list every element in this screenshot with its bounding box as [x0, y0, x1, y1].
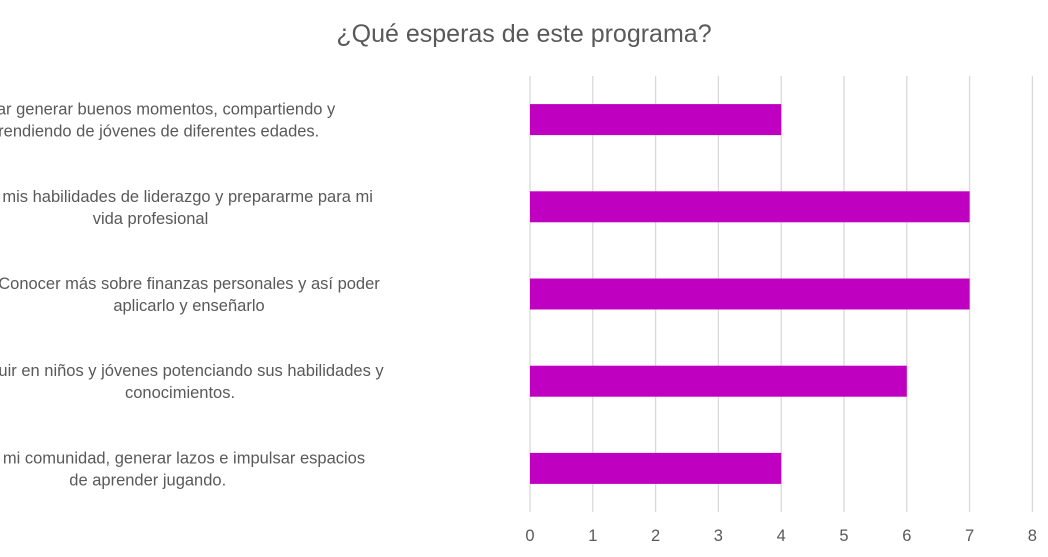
category-label-1: Lograr generar buenos momentos, comparti… — [0, 101, 336, 141]
x-tick-label-8: 8 — [1028, 527, 1037, 545]
bars — [530, 104, 970, 484]
category-label-line: Conocer más sobre finanzas personales y … — [0, 275, 380, 293]
x-tick-label-6: 6 — [902, 527, 911, 545]
category-label-line: Lograr generar buenos momentos, comparti… — [0, 101, 336, 119]
bar-5 — [530, 452, 782, 484]
category-labels: Lograr generar buenos momentos, comparti… — [0, 101, 384, 490]
category-label-line: Influir en niños y jóvenes potenciando s… — [0, 362, 384, 380]
x-axis-ticks: 0 1 2 3 4 5 6 7 8 — [525, 527, 1037, 545]
bar-3 — [530, 278, 970, 310]
category-label-line: Aportar a mi comunidad, generar lazos e … — [0, 449, 365, 467]
x-tick-label-5: 5 — [839, 527, 848, 545]
category-label-line: conocimientos. — [125, 384, 235, 402]
category-label-5: Aportar a mi comunidad, generar lazos e … — [0, 449, 365, 489]
category-label-line: vida profesional — [93, 210, 209, 228]
category-label-line: aprendiendo de jóvenes de diferentes eda… — [0, 123, 319, 141]
category-label-4: Influir en niños y jóvenes potenciando s… — [0, 362, 384, 402]
x-tick-label-3: 3 — [714, 527, 723, 545]
x-tick-label-4: 4 — [777, 527, 786, 545]
category-label-line: Potenciar mis habilidades de liderazgo y… — [0, 188, 373, 206]
category-label-line: aplicarlo y enseñarlo — [113, 297, 264, 315]
category-label-2: Potenciar mis habilidades de liderazgo y… — [0, 188, 373, 228]
x-tick-label-7: 7 — [965, 527, 974, 545]
x-tick-label-1: 1 — [588, 527, 597, 545]
category-label-line: de aprender jugando. — [69, 471, 226, 489]
chart-title: ¿Qué esperas de este programa? — [336, 20, 711, 48]
bar-1 — [530, 104, 782, 136]
bar-4 — [530, 365, 907, 397]
x-tick-label-2: 2 — [651, 527, 660, 545]
bar-2 — [530, 191, 970, 223]
x-tick-label-0: 0 — [525, 527, 534, 545]
category-label-3: Conocer más sobre finanzas personales y … — [0, 275, 380, 315]
